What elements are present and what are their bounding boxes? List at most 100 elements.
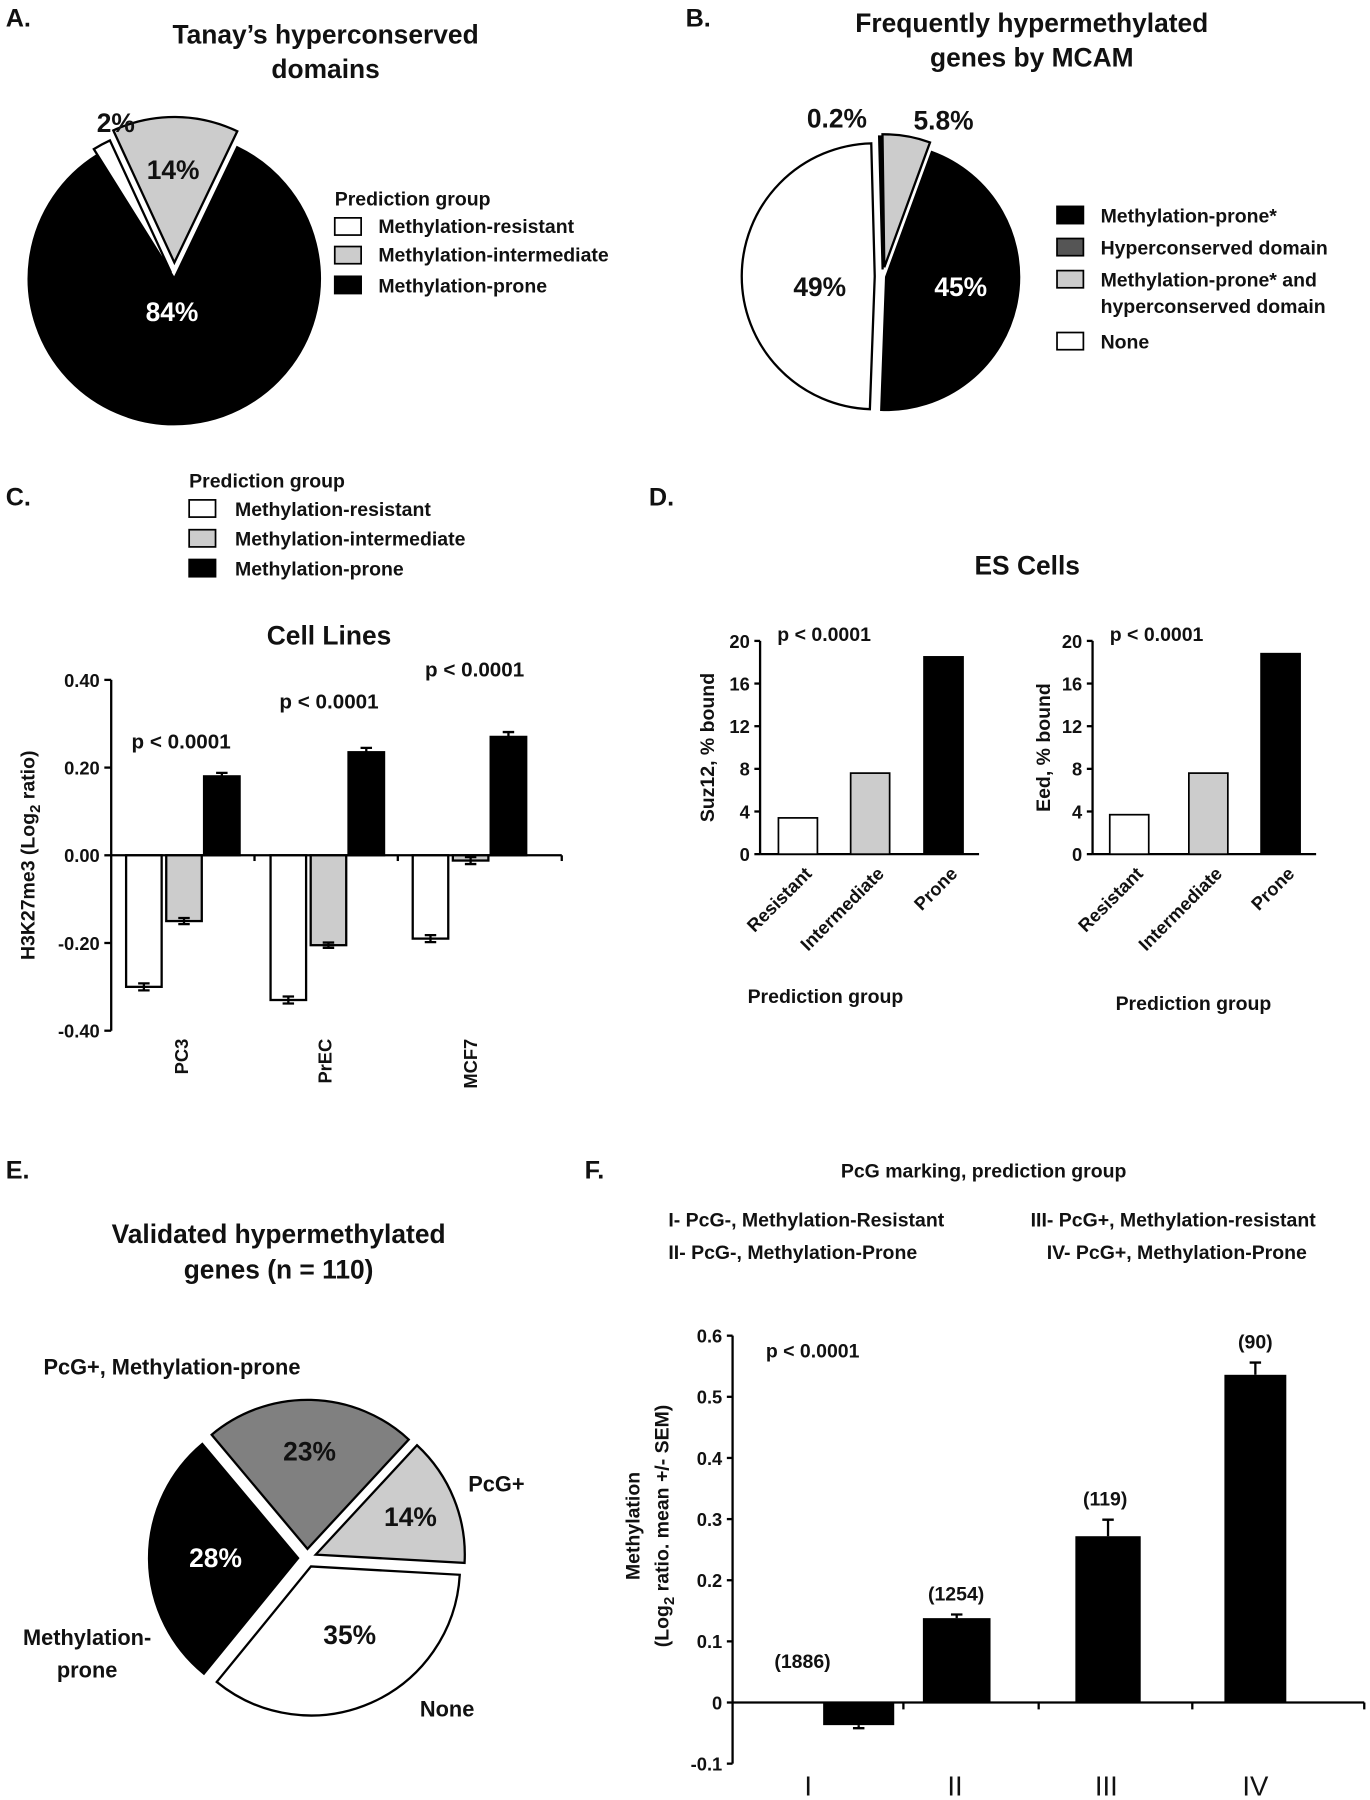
legend-swatch <box>1056 269 1085 289</box>
p-value-annotation: p < 0.0001 <box>777 624 871 646</box>
y-axis-label: (Log2 ratio. mean +/- SEM) <box>651 1405 678 1648</box>
legend-item: III- PcG+, Methylation-resistant <box>1031 1210 1317 1232</box>
panel-title: domains <box>271 54 379 84</box>
legend-label: Hyperconserved domain <box>1101 238 1328 260</box>
panel-letter: B. <box>686 4 711 32</box>
legend-swatch <box>333 245 362 265</box>
x-tick-label: Prone <box>910 863 962 915</box>
x-axis-label: Prediction group <box>1116 993 1272 1015</box>
bar <box>823 1702 895 1726</box>
panel-title: genes (n = 110) <box>184 1254 374 1284</box>
count-label: (1254) <box>928 1583 984 1605</box>
pie-slice <box>92 138 173 274</box>
pie-slice <box>880 150 1021 412</box>
panel-title: Tanay’s hyperconserved <box>172 20 478 50</box>
x-tick-label: III <box>1095 1770 1118 1800</box>
y-tick-label: -0.20 <box>58 933 100 954</box>
legend-swatch <box>188 499 217 518</box>
legend-swatch <box>1056 237 1085 257</box>
y-tick-label: 0.00 <box>64 845 100 866</box>
legend: Methylation-resistant Methylation-interm… <box>333 216 609 297</box>
error-bar <box>950 1613 963 1619</box>
error-bar <box>852 1725 865 1730</box>
slice-label: 2% <box>97 108 135 138</box>
legend-title: Prediction group <box>335 188 491 210</box>
legend-item: IV- PcG+, Methylation-Prone <box>1047 1242 1307 1264</box>
legend: Methylation-prone* Hyperconserved domain… <box>1056 205 1328 354</box>
x-tick-label: I <box>804 1770 812 1800</box>
bar <box>923 656 964 856</box>
panel-f: F. PcG marking, prediction group I- PcG-… <box>585 1157 1366 1800</box>
count-label: (119) <box>1083 1488 1127 1510</box>
error-bar <box>138 982 150 992</box>
bar <box>347 751 386 857</box>
y-tick-label: 0.3 <box>697 1509 722 1530</box>
p-value-annotation: p < 0.0001 <box>279 691 378 714</box>
slice-label: 49% <box>793 272 846 302</box>
y-tick-label: 20 <box>1062 631 1082 652</box>
error-bar <box>216 771 228 782</box>
y-axis-label: Suz12, % bound <box>697 673 719 822</box>
panel-title: Validated hypermethylated <box>112 1219 446 1249</box>
legend-swatch <box>333 217 362 236</box>
legend-label: Methylation-prone <box>235 559 404 581</box>
y-tick-label: 16 <box>729 673 749 694</box>
error-bar <box>178 916 190 926</box>
y-tick-label: -0.40 <box>58 1021 100 1042</box>
y-axis-label: H3K27me3 (Log2 ratio) <box>17 751 44 961</box>
panel-e: E. Validated hypermethylated genes (n = … <box>6 1157 525 1722</box>
y-axis-label: Eed, % bound <box>1033 683 1055 812</box>
pie-slice <box>313 1443 466 1565</box>
y-tick-label: 12 <box>729 716 749 737</box>
bar <box>165 854 203 923</box>
bar <box>269 854 308 1002</box>
slice-label: 23% <box>283 1437 336 1467</box>
bar <box>309 854 348 947</box>
outer-label: Methylation- <box>23 1625 151 1650</box>
pie-slice <box>111 115 239 266</box>
legend-swatch <box>188 558 217 578</box>
panel-a: A. Tanay’s hyperconserved domains 2% 14%… <box>6 4 609 426</box>
panel-letter: E. <box>6 1157 30 1185</box>
bar-chart: 0.40 0.20 0.00 -0.20 -0.40 PC3 PrEC MCF7 p < 0.0… <box>58 658 563 1089</box>
y-tick-label: 8 <box>1072 759 1082 780</box>
y-tick-label: 0.1 <box>697 1631 722 1652</box>
outer-label: None <box>420 1696 474 1721</box>
p-value-annotation: p < 0.0001 <box>1110 624 1204 646</box>
bar <box>849 772 891 856</box>
x-tick-label: Prone <box>1247 863 1299 915</box>
legend-label: hyperconserved domain <box>1101 296 1326 318</box>
pie-slice <box>215 1565 461 1717</box>
error-bar <box>1249 1361 1262 1375</box>
pie-slice <box>27 145 321 426</box>
x-tick-label: IV <box>1242 1770 1269 1800</box>
error-bar <box>322 941 335 949</box>
legend-label: Methylation-resistant <box>235 499 431 521</box>
pie-slice <box>877 135 884 270</box>
legend-swatch <box>1056 205 1085 225</box>
outer-label: PcG+, Methylation-prone <box>43 1355 300 1380</box>
slice-label: 28% <box>189 1543 242 1573</box>
y-tick-label: 16 <box>1062 673 1082 694</box>
panel-letter: D. <box>649 484 674 512</box>
x-tick-label: Resistant <box>742 863 815 936</box>
p-value-annotation: p < 0.0001 <box>132 731 231 754</box>
slice-label: 14% <box>147 155 200 185</box>
bar <box>922 1618 991 1703</box>
legend-label: None <box>1101 332 1150 354</box>
pie-chart <box>147 1398 466 1717</box>
panel-title: Frequently hypermethylated <box>855 8 1208 38</box>
y-tick-label: 0 <box>712 1692 722 1713</box>
error-bar <box>1102 1518 1114 1537</box>
bar <box>124 854 163 988</box>
outer-label: PcG+ <box>468 1472 524 1497</box>
error-bar <box>282 995 295 1005</box>
y-tick-label: 8 <box>740 759 750 780</box>
p-value-annotation: p < 0.0001 <box>766 1340 860 1362</box>
bar <box>202 775 241 857</box>
slice-label: 84% <box>146 297 199 327</box>
legend-label: Methylation-intermediate <box>378 244 609 266</box>
